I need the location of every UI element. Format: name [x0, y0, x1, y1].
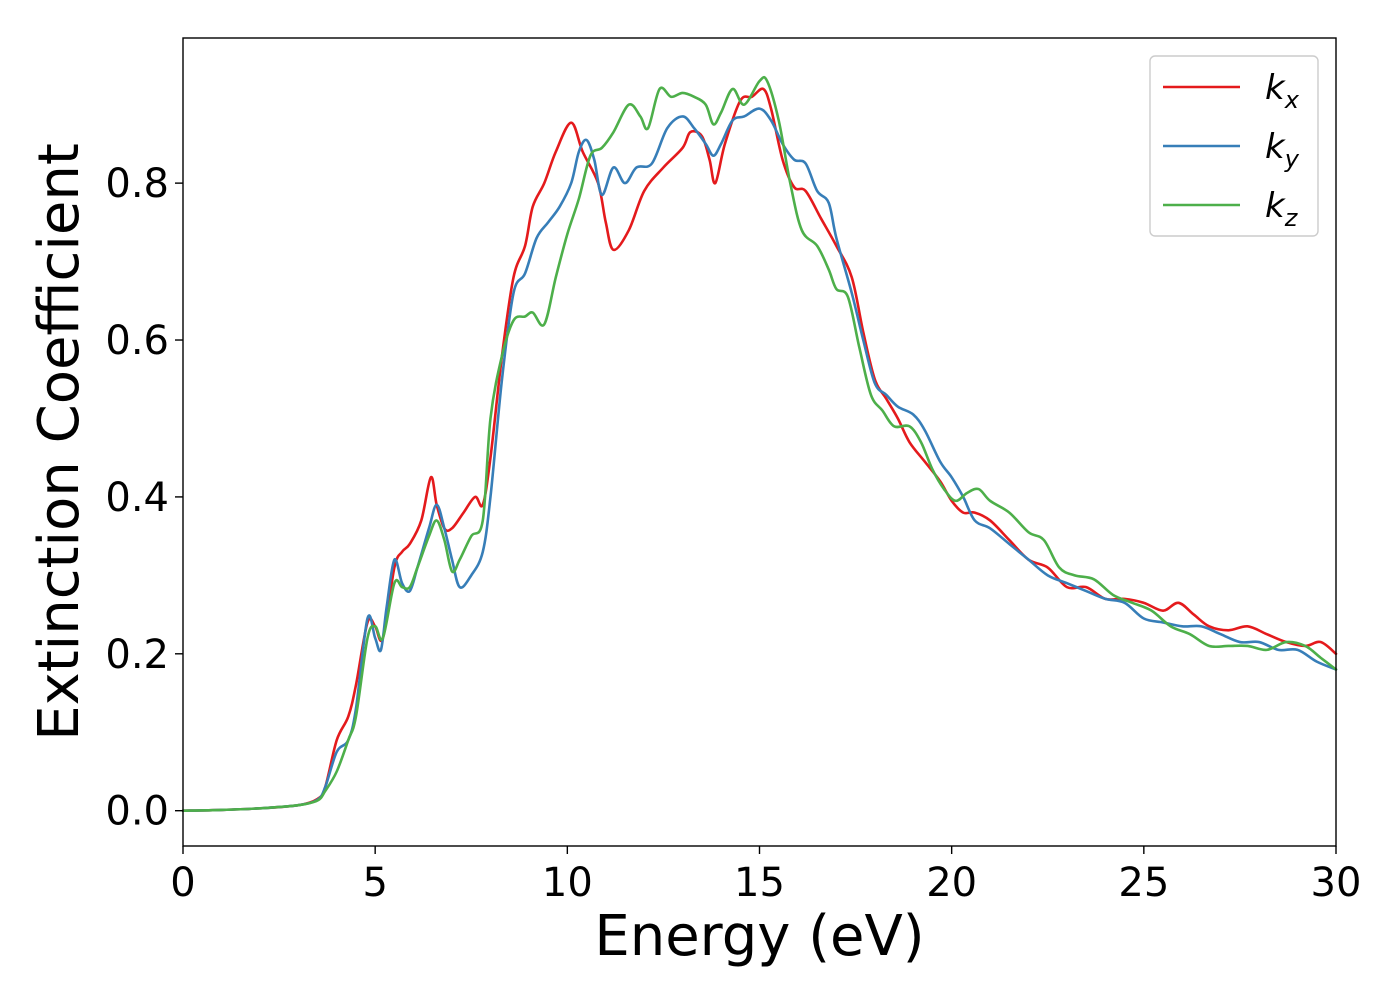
series-line-k-y: [181, 107, 1338, 812]
legend-label-subscript: x: [1284, 86, 1300, 114]
legend-label-subscript: z: [1284, 204, 1299, 232]
legend-label-k-z: kz: [1265, 186, 1299, 232]
legend-label-base: k: [1265, 127, 1286, 167]
legend-label-k-x: kx: [1265, 68, 1300, 114]
x-tick-label: 25: [1118, 860, 1169, 906]
y-tick-label: 0.8: [105, 161, 169, 207]
plot-background: [183, 38, 1336, 846]
series-group: [181, 75, 1338, 812]
legend-label-subscript: y: [1284, 145, 1300, 173]
x-tick-label: 15: [734, 860, 785, 906]
series-line-k-x: [181, 87, 1338, 812]
y-tick-label: 0.0: [105, 789, 169, 835]
x-tick-label: 10: [542, 860, 593, 906]
y-axis-ticks: 0.0 0.2 0.4 0.6 0.8: [105, 161, 183, 835]
legend-label-base: k: [1265, 68, 1286, 108]
x-tick-label: 30: [1311, 860, 1362, 906]
y-tick-label: 0.2: [105, 632, 169, 678]
y-axis-title: Extinction Coefficient: [27, 143, 92, 741]
x-tick-label: 20: [926, 860, 977, 906]
y-tick-label: 0.4: [105, 475, 169, 521]
legend-label-k-y: ky: [1265, 127, 1300, 173]
legend-label-base: k: [1265, 186, 1286, 226]
x-tick-label: 0: [170, 860, 195, 906]
x-axis-ticks: 0 5 10 15 20 25 30: [170, 846, 1361, 906]
x-axis-title: Energy (eV): [594, 904, 924, 969]
series-line-k-z: [181, 75, 1338, 812]
x-tick-label: 5: [362, 860, 387, 906]
y-tick-label: 0.6: [105, 318, 169, 364]
